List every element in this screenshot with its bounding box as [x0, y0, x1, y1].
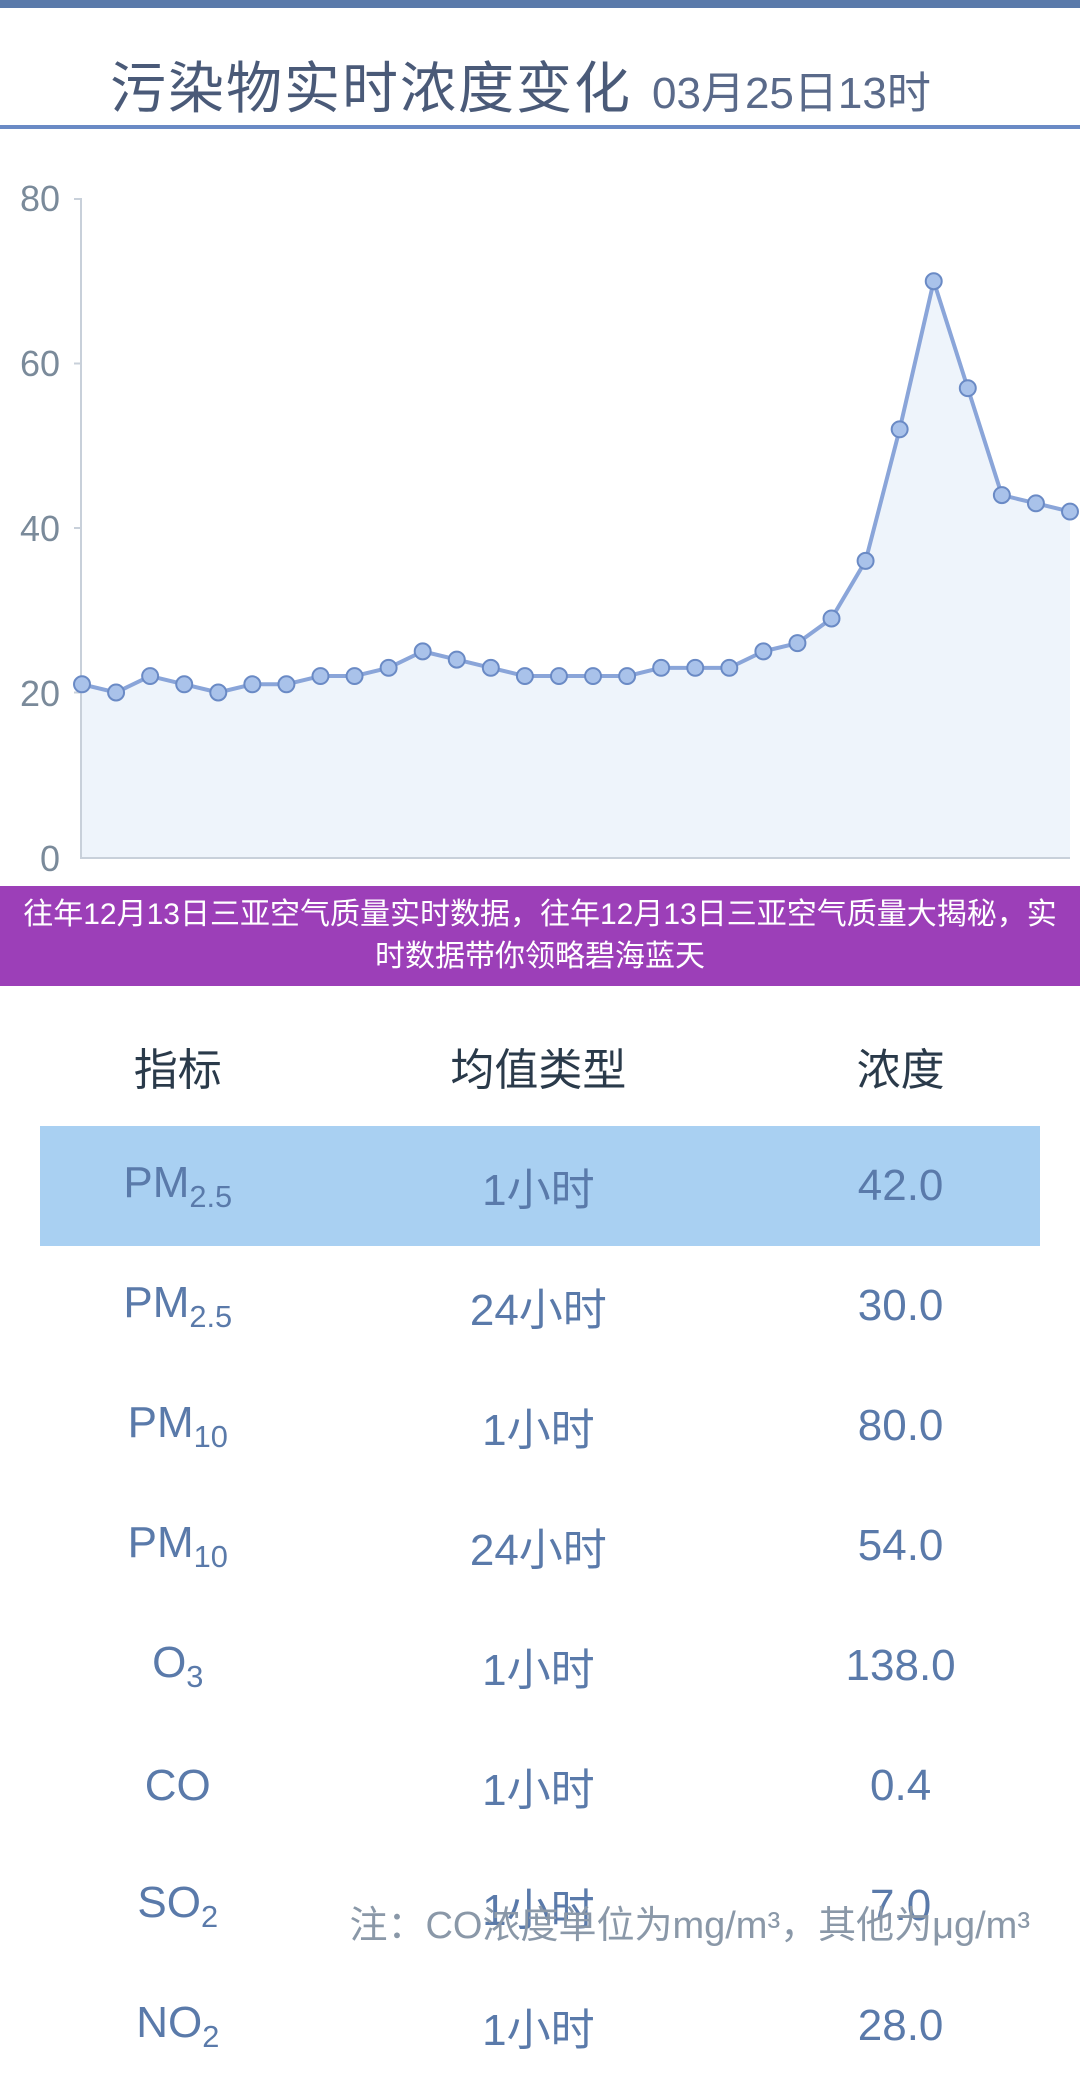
top-accent-bar — [0, 0, 1080, 8]
chart-y-axis-labels: 0 20 40 60 80 — [0, 179, 70, 919]
y-tick-label: 60 — [20, 343, 60, 385]
chart-data-point[interactable] — [210, 685, 226, 701]
concentration-cell: 54.0 — [761, 1486, 1040, 1606]
indicator-cell: PM2.5 — [40, 1246, 316, 1366]
table-header-row: 指标均值类型浓度 — [40, 1006, 1040, 1126]
indicator-cell: O3 — [40, 1606, 316, 1726]
avg-type-cell: 1小时 — [316, 1606, 762, 1726]
chart-data-point[interactable] — [824, 610, 840, 626]
header: 污染物实时浓度变化 03月25日13时 — [0, 8, 1080, 129]
y-tick-label: 80 — [20, 178, 60, 220]
indicator-cell: NO2 — [40, 1966, 316, 2086]
chart-data-point[interactable] — [994, 487, 1010, 503]
table-column-header: 指标 — [40, 1006, 316, 1126]
table-column-header: 浓度 — [761, 1006, 1040, 1126]
chart-data-point[interactable] — [687, 660, 703, 676]
table-row[interactable]: O31小时138.0 — [40, 1606, 1040, 1726]
concentration-cell: 138.0 — [761, 1606, 1040, 1726]
chart-data-point[interactable] — [551, 668, 567, 684]
table-row[interactable]: PM101小时80.0 — [40, 1366, 1040, 1486]
chart-data-point[interactable] — [278, 676, 294, 692]
page-title: 污染物实时浓度变化 — [110, 44, 632, 125]
chart-data-point[interactable] — [960, 380, 976, 396]
chart-data-point[interactable] — [653, 660, 669, 676]
chart-data-point[interactable] — [1028, 495, 1044, 511]
table-row[interactable]: PM1024小时54.0 — [40, 1486, 1040, 1606]
chart-data-point[interactable] — [176, 676, 192, 692]
chart-data-point[interactable] — [244, 676, 260, 692]
table-row[interactable]: NO21小时28.0 — [40, 1966, 1040, 2086]
indicator-cell: PM10 — [40, 1366, 316, 1486]
chart-data-point[interactable] — [449, 652, 465, 668]
avg-type-cell: 1小时 — [316, 1726, 762, 1846]
concentration-cell: 80.0 — [761, 1366, 1040, 1486]
y-tick-label: 40 — [20, 508, 60, 550]
y-tick-label: 20 — [20, 673, 60, 715]
concentration-cell: 0.4 — [761, 1726, 1040, 1846]
chart-data-point[interactable] — [892, 421, 908, 437]
table-row[interactable]: PM2.51小时42.0 — [40, 1126, 1040, 1246]
table-column-header: 均值类型 — [316, 1006, 762, 1126]
chart-data-point[interactable] — [74, 676, 90, 692]
unit-footnote: 注：CO浓度单位为mg/m³，其他为μg/m³ — [0, 1894, 1080, 1949]
indicator-cell: PM2.5 — [40, 1126, 316, 1246]
avg-type-cell: 1小时 — [316, 1366, 762, 1486]
chart-data-point[interactable] — [381, 660, 397, 676]
indicator-cell: CO — [40, 1726, 316, 1846]
avg-type-cell: 1小时 — [316, 1966, 762, 2086]
chart-data-point[interactable] — [721, 660, 737, 676]
promo-banner: 往年12月13日三亚空气质量实时数据，往年12月13日三亚空气质量大揭秘，实时数… — [0, 886, 1080, 986]
chart-data-point[interactable] — [415, 643, 431, 659]
chart-data-point[interactable] — [619, 668, 635, 684]
table-row[interactable]: PM2.524小时30.0 — [40, 1246, 1040, 1366]
table-row[interactable]: CO1小时0.4 — [40, 1726, 1040, 1846]
avg-type-cell: 24小时 — [316, 1246, 762, 1366]
chart-plot-area — [80, 199, 1070, 859]
chart-data-point[interactable] — [585, 668, 601, 684]
concentration-chart: 0 20 40 60 80 — [0, 179, 1080, 919]
indicator-cell: PM10 — [40, 1486, 316, 1606]
chart-data-point[interactable] — [312, 668, 328, 684]
chart-data-point[interactable] — [142, 668, 158, 684]
chart-data-point[interactable] — [926, 273, 942, 289]
chart-data-point[interactable] — [108, 685, 124, 701]
avg-type-cell: 1小时 — [316, 1126, 762, 1246]
concentration-cell: 28.0 — [761, 1966, 1040, 2086]
avg-type-cell: 24小时 — [316, 1486, 762, 1606]
concentration-cell: 30.0 — [761, 1246, 1040, 1366]
y-tick-label: 0 — [40, 838, 60, 880]
page-timestamp: 03月25日13时 — [652, 57, 931, 121]
chart-data-point[interactable] — [347, 668, 363, 684]
concentration-cell: 42.0 — [761, 1126, 1040, 1246]
chart-data-point[interactable] — [517, 668, 533, 684]
chart-data-point[interactable] — [1062, 504, 1078, 520]
chart-data-point[interactable] — [483, 660, 499, 676]
chart-data-point[interactable] — [755, 643, 771, 659]
chart-data-point[interactable] — [858, 553, 874, 569]
chart-data-point[interactable] — [789, 635, 805, 651]
banner-text: 往年12月13日三亚空气质量实时数据，往年12月13日三亚空气质量大揭秘，实时数… — [20, 894, 1060, 978]
